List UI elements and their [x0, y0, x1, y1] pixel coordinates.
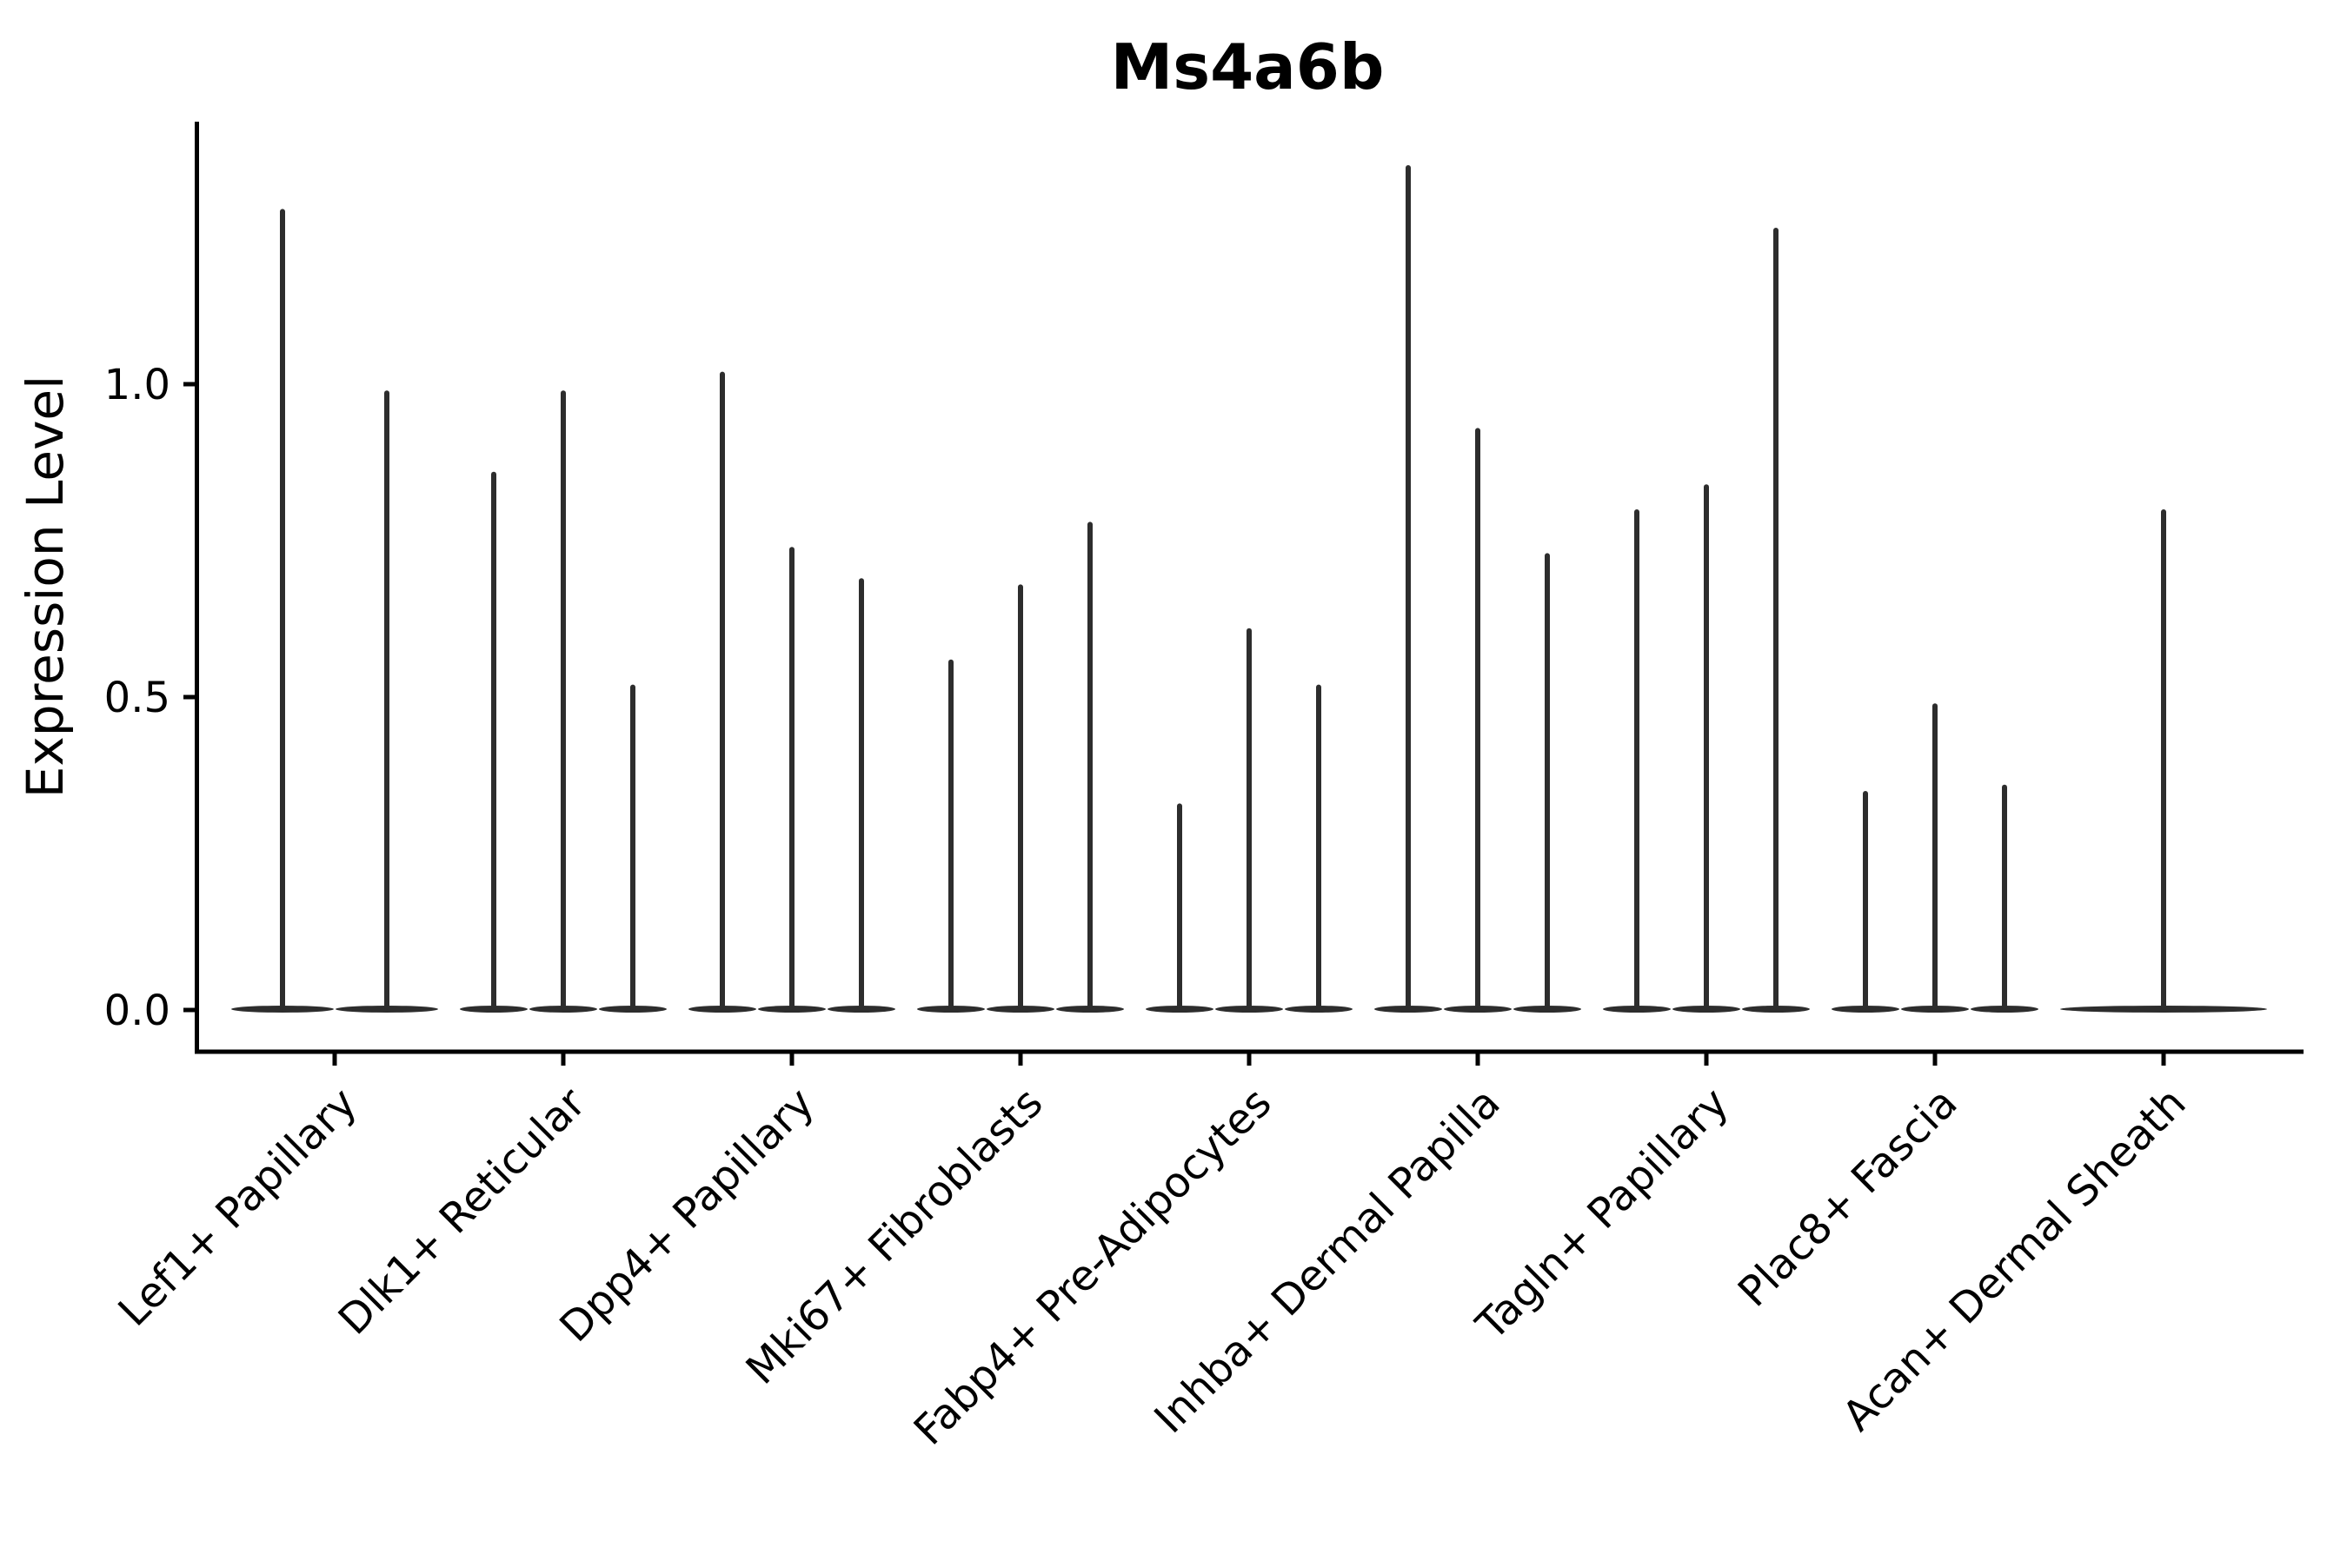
violin-spike: [1932, 703, 1938, 1010]
x-tick-label: Dpp4+ Papillary: [550, 1079, 823, 1352]
violin-group: [1832, 703, 2038, 1013]
violin-spike: [561, 390, 566, 1010]
x-tick-label: Plac8+ Fascia: [1729, 1079, 1967, 1317]
violin-group: [460, 390, 667, 1013]
violin-spike: [280, 209, 285, 1010]
violin-spike: [1475, 428, 1480, 1010]
x-tick-label: Lef1+ Papillary: [110, 1079, 367, 1336]
chart-title: Ms4a6b: [1111, 30, 1385, 103]
x-tick-label: Dlk1+ Reticular: [329, 1079, 595, 1345]
violin-spike: [1177, 803, 1182, 1010]
violin-group: [1146, 628, 1353, 1013]
violin-spike: [1634, 509, 1639, 1010]
violin-spike: [1704, 484, 1709, 1010]
violin-spike: [2002, 784, 2007, 1010]
violin-group: [688, 371, 895, 1013]
y-tick-label: 0.0: [104, 987, 170, 1035]
violin-group: [917, 522, 1124, 1013]
x-tick-label: Tagln+ Papillary: [1466, 1079, 1738, 1350]
violin-spike: [720, 371, 725, 1011]
violin-group: [1603, 228, 1810, 1013]
y-tick-label: 1.0: [104, 361, 170, 409]
violin-group: [2060, 509, 2267, 1013]
violin-spike: [1087, 522, 1093, 1010]
violin-spike: [1018, 584, 1023, 1010]
violin-spike: [1773, 228, 1779, 1010]
violin-group: [231, 209, 438, 1013]
violin-group: [1374, 165, 1581, 1013]
violin-spike: [491, 471, 496, 1010]
y-axis-label: Expression Level: [16, 375, 75, 798]
violin-shapes: [231, 165, 2267, 1013]
violin-spike: [789, 547, 795, 1010]
violin-spike: [859, 578, 864, 1010]
violin-spike: [1406, 165, 1411, 1010]
y-tick-label: 0.5: [104, 674, 170, 722]
violin-spike: [630, 684, 635, 1010]
violin-spike: [948, 659, 954, 1010]
y-axis-ticks: 0.0 0.5 1.0: [104, 361, 197, 1035]
violin-spike: [384, 390, 389, 1010]
violin-spike: [1545, 553, 1550, 1010]
violin-spike: [1247, 628, 1252, 1010]
violin-spike: [1863, 791, 1868, 1010]
violin-spike: [1316, 684, 1321, 1010]
violin-spike: [2161, 509, 2166, 1010]
